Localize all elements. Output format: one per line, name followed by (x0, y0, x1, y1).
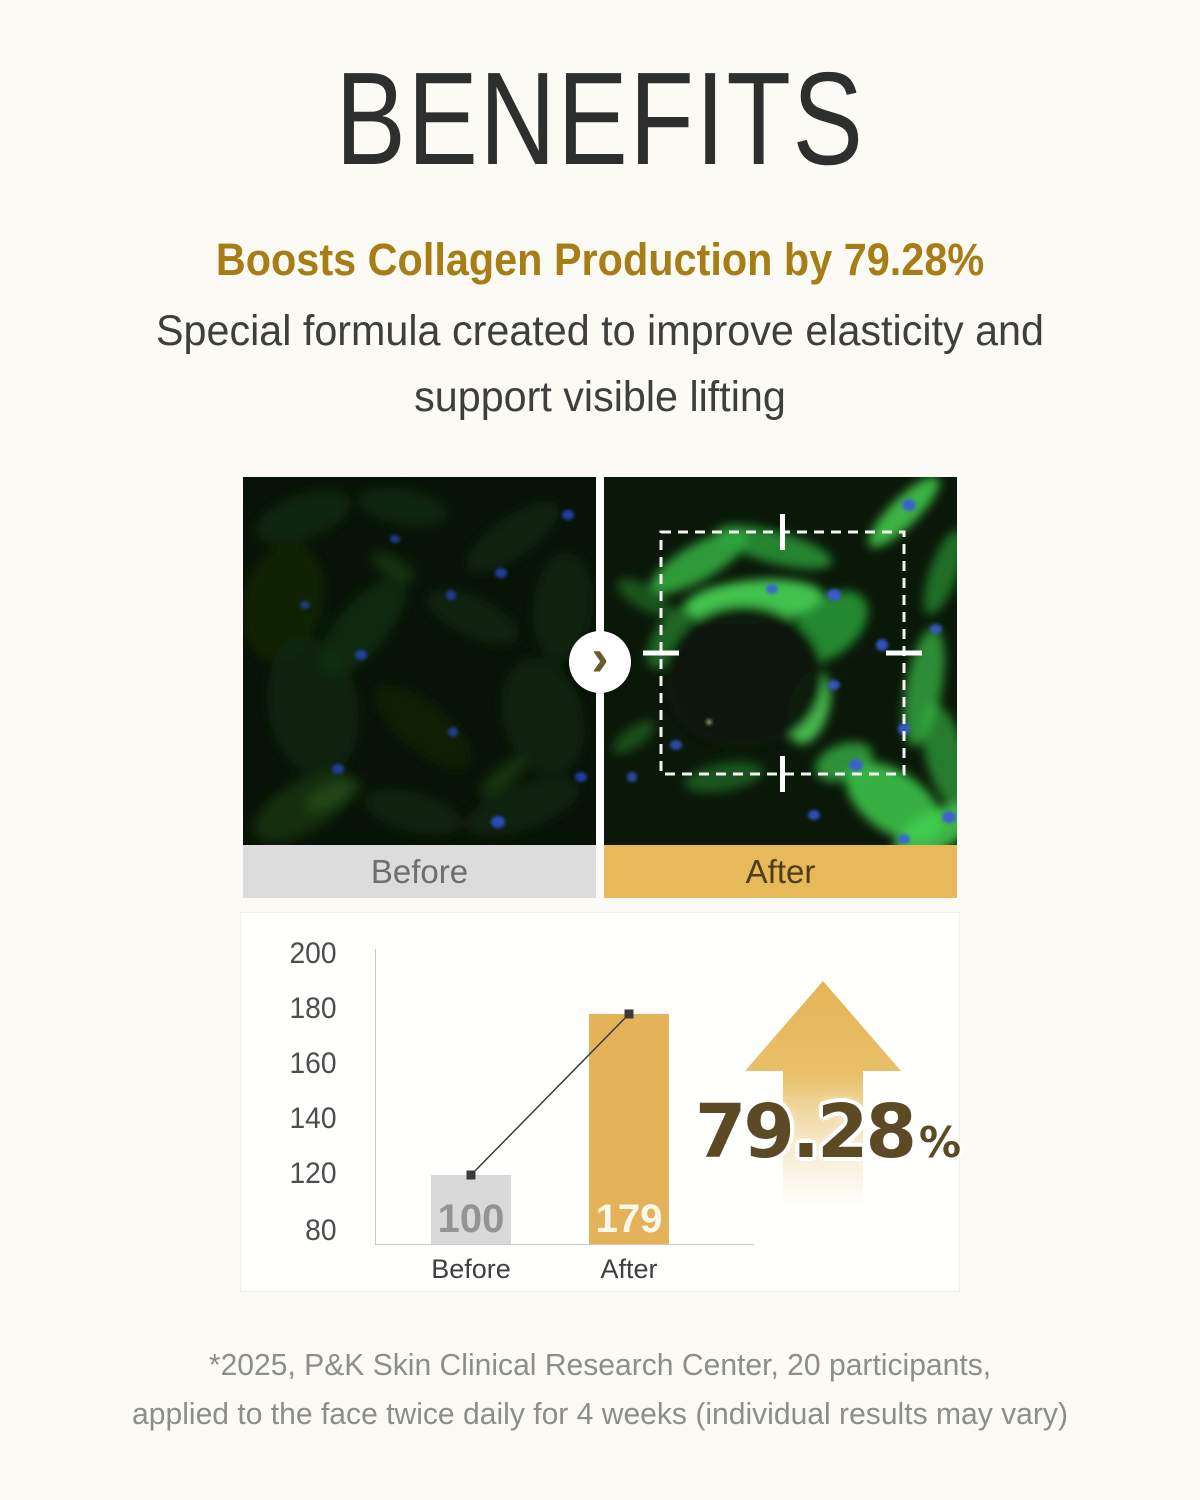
x-axis-label-after: After (600, 1254, 658, 1284)
y-axis-tick: 200 (289, 937, 337, 970)
footnote-line2: applied to the face twice daily for 4 we… (132, 1396, 1068, 1431)
clinical-footnote: *2025, P&K Skin Clinical Research Center… (18, 1340, 1182, 1438)
benefit-subheadline-line2: support visible lifting (414, 373, 786, 421)
y-axis-tick: 140 (289, 1102, 337, 1135)
page-title: BENEFITS (335, 45, 865, 192)
bar-after: 179 (589, 1014, 669, 1244)
percent-increase-annotation: 79.28% (673, 1089, 983, 1175)
before-microscopy-image (243, 477, 596, 845)
before-after-comparison: Before (243, 477, 957, 898)
y-axis-line (375, 949, 376, 1244)
after-label: After (745, 853, 816, 890)
before-label-strip: Before (243, 845, 596, 898)
y-axis-tick: 180 (289, 992, 337, 1025)
measurement-selection-box (643, 514, 922, 792)
y-axis-tick: 120 (289, 1157, 337, 1190)
bar-before-value: 100 (437, 1197, 505, 1241)
after-microscopy-image (604, 477, 957, 845)
footnote-line1: *2025, P&K Skin Clinical Research Center… (208, 1347, 992, 1382)
before-panel: Before (243, 477, 596, 898)
benefit-subheadline-line1: Special formula created to improve elast… (156, 307, 1044, 355)
bar-before: 100 (431, 1175, 511, 1244)
next-comparison-button[interactable]: › (569, 631, 631, 693)
after-panel: After (604, 477, 957, 898)
before-label: Before (370, 853, 469, 890)
benefit-headline: Boosts Collagen Production by 79.28% (215, 234, 985, 285)
y-axis-tick: 160 (289, 1047, 337, 1080)
x-axis-line (375, 1244, 754, 1245)
bar-after-value: 179 (595, 1197, 663, 1241)
y-axis-tick: 80 (305, 1214, 337, 1247)
benefit-subheadline: Special formula created to improve elast… (24, 298, 1176, 430)
collagen-chart-card: 200 180 160 140 120 80 100 179 (240, 912, 961, 1292)
after-label-strip: After (604, 845, 957, 898)
percent-value: 79.28 (694, 1089, 917, 1175)
chevron-right-icon: › (591, 629, 609, 687)
percent-sign: % (918, 1118, 962, 1167)
x-axis-label-before: Before (431, 1254, 511, 1284)
